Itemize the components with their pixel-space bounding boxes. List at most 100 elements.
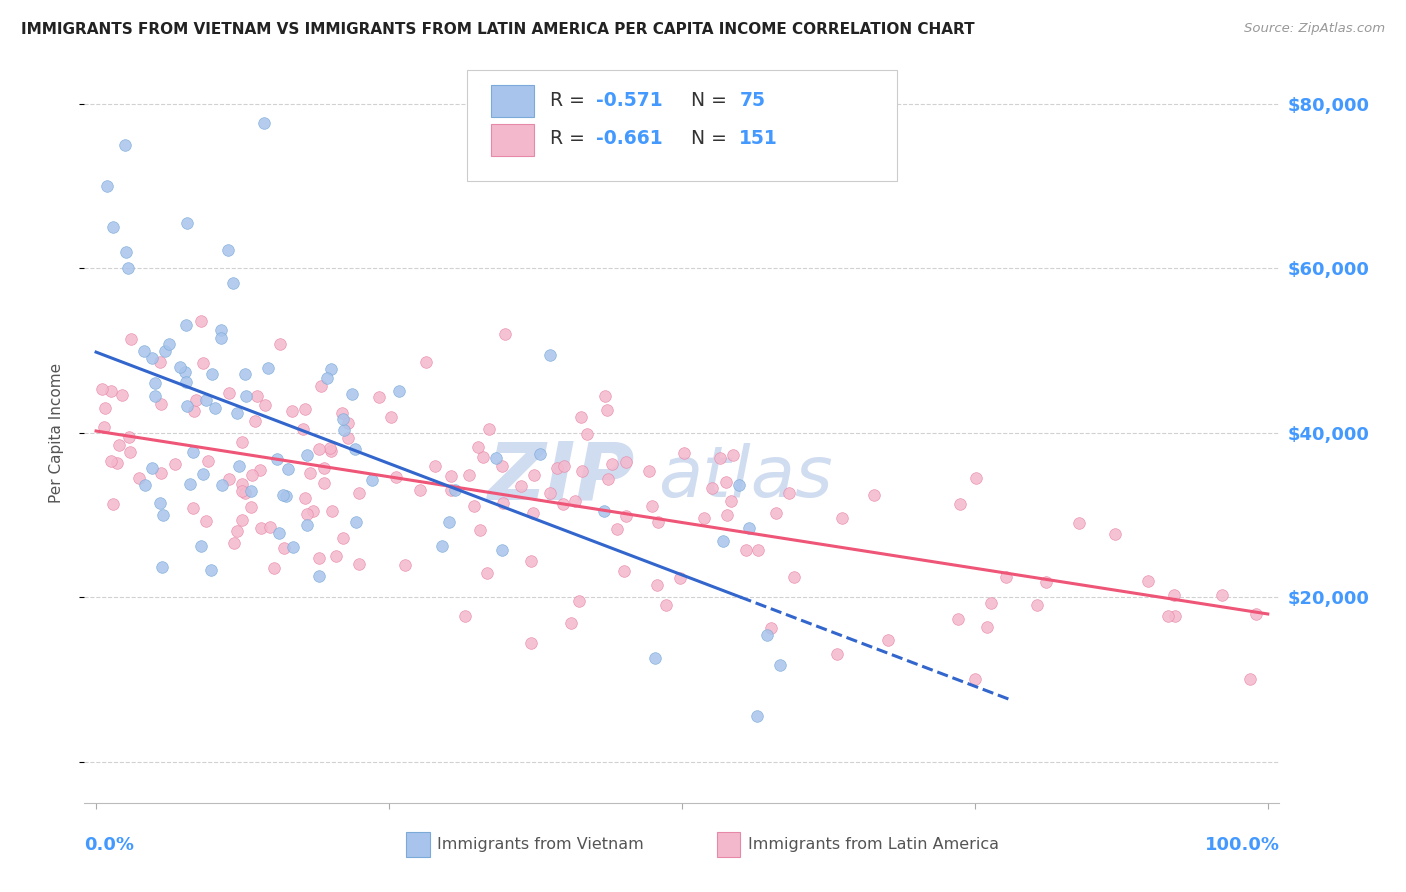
FancyBboxPatch shape [491, 85, 534, 117]
Point [197, 454, 219, 468]
Point [494, 326, 516, 341]
Point [980, 595, 1002, 609]
Point [747, 709, 769, 723]
Point [755, 628, 778, 642]
Point [163, 457, 186, 471]
Point [117, 261, 139, 276]
Point [209, 331, 232, 345]
Point [388, 384, 411, 398]
Point [332, 412, 354, 426]
Point [312, 475, 335, 490]
Point [491, 543, 513, 558]
Point [273, 541, 295, 555]
Point [100, 384, 122, 399]
Point [299, 466, 322, 480]
Point [600, 457, 623, 471]
Point [523, 467, 546, 482]
Point [150, 560, 173, 574]
Text: 151: 151 [740, 129, 778, 148]
Point [458, 468, 481, 483]
Point [302, 504, 325, 518]
Point [595, 389, 617, 403]
Point [693, 510, 716, 524]
Point [269, 336, 291, 351]
Point [721, 448, 744, 462]
FancyBboxPatch shape [467, 70, 897, 181]
Text: N =: N = [692, 129, 734, 148]
Point [641, 499, 664, 513]
Point [1164, 608, 1187, 623]
Point [569, 409, 592, 424]
Point [240, 467, 263, 482]
Text: -0.571: -0.571 [596, 92, 662, 111]
Point [1104, 527, 1126, 541]
Point [644, 650, 666, 665]
Point [568, 594, 591, 608]
Point [735, 543, 758, 558]
Point [276, 489, 298, 503]
Point [596, 472, 619, 486]
Point [747, 543, 769, 558]
Point [1025, 598, 1047, 612]
Point [253, 116, 276, 130]
Point [825, 647, 848, 661]
Point [225, 406, 247, 420]
Text: ZIP: ZIP [486, 438, 634, 516]
Point [294, 402, 316, 417]
Point [218, 473, 240, 487]
Point [277, 461, 299, 475]
Point [96, 178, 118, 193]
Point [211, 477, 233, 491]
Point [179, 476, 201, 491]
Point [249, 463, 271, 477]
Point [340, 387, 363, 401]
Point [337, 431, 360, 445]
Point [176, 318, 198, 333]
Point [114, 137, 136, 152]
Point [233, 486, 256, 500]
Point [271, 488, 294, 502]
Point [439, 515, 461, 529]
Text: -0.661: -0.661 [596, 129, 662, 148]
Point [295, 507, 318, 521]
Point [94, 401, 117, 416]
Point [976, 620, 998, 634]
Point [256, 360, 278, 375]
Point [614, 508, 637, 523]
Point [235, 389, 257, 403]
Text: Source: ZipAtlas.com: Source: ZipAtlas.com [1244, 22, 1385, 36]
Point [233, 368, 256, 382]
Point [645, 578, 668, 592]
Point [330, 406, 353, 420]
Point [995, 569, 1018, 583]
Point [204, 401, 226, 415]
Point [709, 450, 731, 465]
Point [315, 371, 337, 385]
Y-axis label: Per Capita Income: Per Capita Income [49, 362, 63, 503]
Point [613, 565, 636, 579]
FancyBboxPatch shape [491, 124, 534, 156]
Point [312, 461, 335, 475]
Point [319, 443, 342, 458]
Point [308, 550, 330, 565]
Point [343, 442, 366, 457]
Point [1137, 574, 1160, 588]
Point [246, 389, 269, 403]
Text: 75: 75 [740, 92, 765, 111]
Point [105, 456, 128, 470]
Text: R =: R = [551, 129, 592, 148]
Point [529, 446, 551, 460]
Point [190, 539, 212, 553]
Point [491, 458, 513, 473]
Point [520, 636, 543, 650]
Point [963, 673, 986, 687]
Point [737, 521, 759, 535]
Point [226, 524, 249, 538]
Point [716, 508, 738, 522]
Point [765, 507, 787, 521]
Point [90, 382, 114, 396]
Point [344, 516, 367, 530]
Point [1211, 588, 1233, 602]
Point [309, 378, 332, 392]
Point [463, 499, 485, 513]
